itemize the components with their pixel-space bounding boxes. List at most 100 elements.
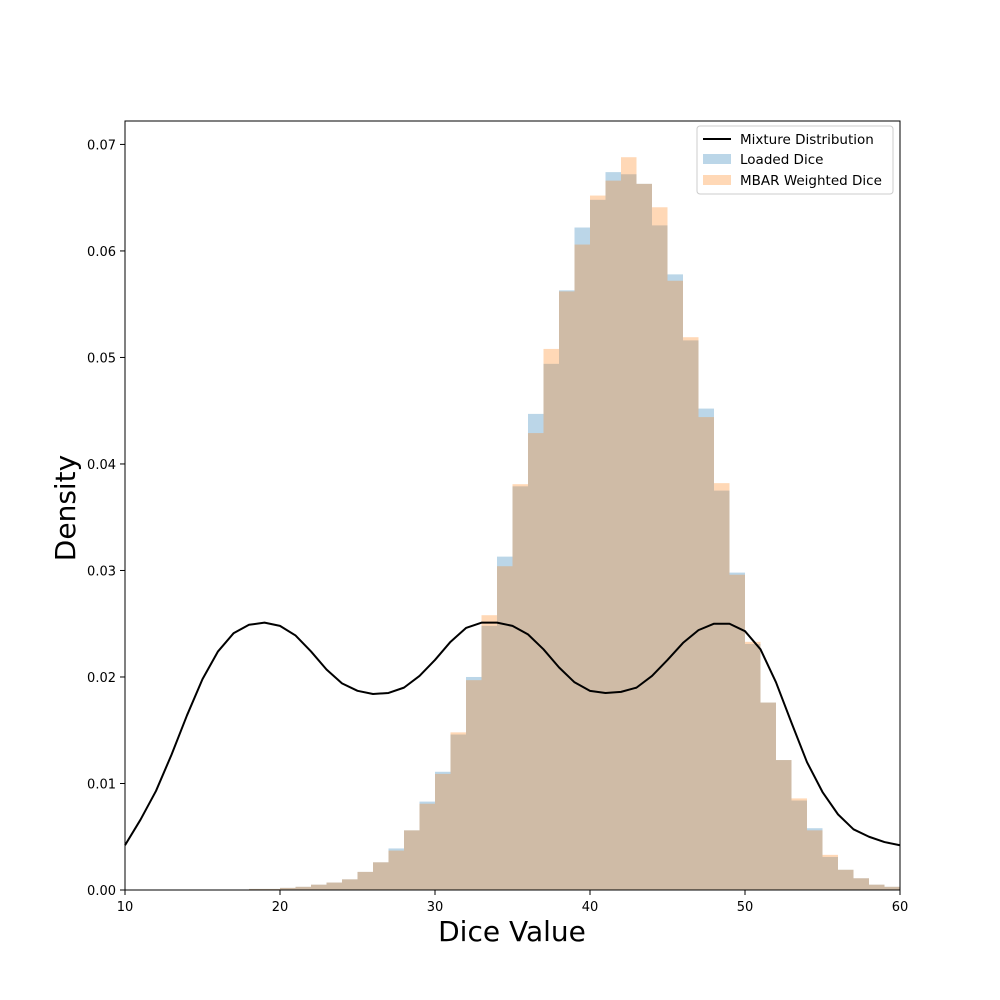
mbar-weighted-bar [791, 798, 807, 890]
y-axis-ticks: 0.00 0.01 0.02 0.03 0.04 0.05 0.06 0.07 [87, 138, 125, 899]
loaded-dice-bar [543, 363, 559, 890]
mbar-weighted-bar [853, 878, 869, 890]
y-tick-label: 0.06 [87, 245, 116, 260]
y-tick-label: 0.03 [87, 564, 116, 579]
mbar-weighted-bar [357, 871, 373, 890]
legend-label-mbar: MBAR Weighted Dice [740, 173, 882, 189]
mixture-line-layer [124, 621, 901, 847]
mixture-distribution-line [124, 621, 901, 847]
mbar-weighted-bar [574, 244, 590, 890]
mbar-weighted-bar [636, 183, 652, 891]
mbar-weighted-bar [295, 886, 311, 890]
mbar-weighted-bar [481, 615, 497, 890]
mbar-weighted-bar [388, 850, 404, 890]
loaded-dice-bar [667, 274, 683, 890]
mbar-weighted-bar [838, 869, 854, 890]
loaded-dice-bar [450, 734, 466, 890]
mbar-weighted-bar [512, 484, 528, 890]
mbar-weighted-bar [559, 291, 575, 890]
loaded-dice-bar [342, 879, 358, 890]
loaded-dice-bar [729, 572, 745, 890]
loaded-dice-bar [605, 172, 621, 891]
y-tick-label: 0.07 [87, 138, 116, 153]
mbar-weighted-bar [605, 180, 621, 890]
legend-swatch-loaded [703, 154, 731, 164]
mbar-weighted-bar [466, 680, 482, 890]
mbar-weighted-bar [419, 803, 435, 890]
mbar-weighted-bar [280, 887, 296, 890]
loaded-dice-bar [590, 199, 606, 891]
loaded-dice-bar [419, 801, 435, 890]
loaded-dice-bar [388, 848, 404, 890]
loaded-dice-bar [698, 408, 714, 890]
loaded-dice-bar [404, 830, 420, 890]
y-tick-label: 0.02 [87, 671, 116, 686]
mbar-weighted-bar [884, 886, 900, 890]
mbar-weighted-bar [264, 888, 280, 890]
mbar-weighted-bar [822, 854, 838, 890]
loaded-dice-bar [822, 856, 838, 890]
loaded-dice-bar [652, 225, 668, 890]
y-tick-label: 0.01 [87, 777, 116, 792]
loaded-dice-bar [373, 862, 389, 890]
loaded-dice-bar [776, 760, 792, 890]
mbar-weighted-bar [869, 884, 885, 890]
mbar-weighted-bars [249, 157, 900, 891]
x-axis-label: Dice Value [438, 915, 586, 948]
loaded-dice-bars [249, 172, 900, 891]
mbar-weighted-bar [714, 483, 730, 890]
mbar-weighted-bar [776, 760, 792, 890]
plot-frame [124, 120, 901, 891]
loaded-dice-bar [760, 702, 776, 890]
mbar-weighted-bar [807, 830, 823, 890]
y-axis-label: Density [49, 455, 82, 561]
mbar-weighted-bar [729, 574, 745, 890]
mbar-weighted-bar [326, 882, 342, 890]
mbar-weighted-bar [745, 641, 761, 890]
mbar-weighted-bar [760, 702, 776, 890]
loaded-dice-bar [466, 676, 482, 890]
loaded-dice-bar [683, 340, 699, 890]
loaded-dice-bar [528, 413, 544, 890]
legend-label-loaded: Loaded Dice [740, 152, 823, 168]
loaded-dice-bar [435, 771, 451, 890]
loaded-dice-bar [295, 886, 311, 890]
loaded-dice-bar [636, 183, 652, 891]
mbar-weighted-bar [590, 195, 606, 891]
loaded-dice-bar [745, 643, 761, 890]
loaded-dice-bar [621, 174, 637, 890]
x-tick-label: 50 [737, 900, 754, 915]
mbar-weighted-bar [683, 337, 699, 890]
legend-label-mixture: Mixture Distribution [740, 132, 874, 148]
mbar-weighted-bar [450, 732, 466, 890]
x-tick-label: 10 [117, 900, 134, 915]
mbar-weighted-bar [311, 884, 327, 890]
loaded-dice-bar [714, 490, 730, 890]
x-axis-ticks: 10 20 30 40 50 60 [117, 890, 908, 915]
mbar-weighted-bar [249, 888, 265, 890]
loaded-dice-bar [574, 227, 590, 890]
loaded-dice-bar [326, 882, 342, 890]
mbar-weighted-bar [373, 862, 389, 890]
legend-box [696, 125, 894, 195]
y-tick-label: 0.04 [87, 458, 116, 473]
mbar-weighted-bar [698, 417, 714, 890]
loaded-dice-bar [884, 886, 900, 890]
mbar-weighted-bar [435, 773, 451, 890]
loaded-dice-bar [559, 290, 575, 890]
legend: Mixture Distribution Loaded Dice MBAR We… [696, 125, 894, 195]
legend-swatch-mbar [703, 175, 731, 185]
y-tick-label: 0.05 [87, 351, 116, 366]
loaded-dice-bar [481, 625, 497, 890]
x-tick-label: 30 [427, 900, 444, 915]
loaded-dice-bar [280, 887, 296, 890]
loaded-dice-bar [264, 888, 280, 890]
loaded-dice-bar [807, 828, 823, 890]
loaded-dice-bar [249, 888, 265, 890]
mbar-weighted-bar [497, 566, 513, 890]
loaded-dice-bar [838, 869, 854, 890]
loaded-dice-bar [791, 800, 807, 890]
loaded-dice-bar [869, 884, 885, 890]
loaded-dice-bar [311, 884, 327, 890]
